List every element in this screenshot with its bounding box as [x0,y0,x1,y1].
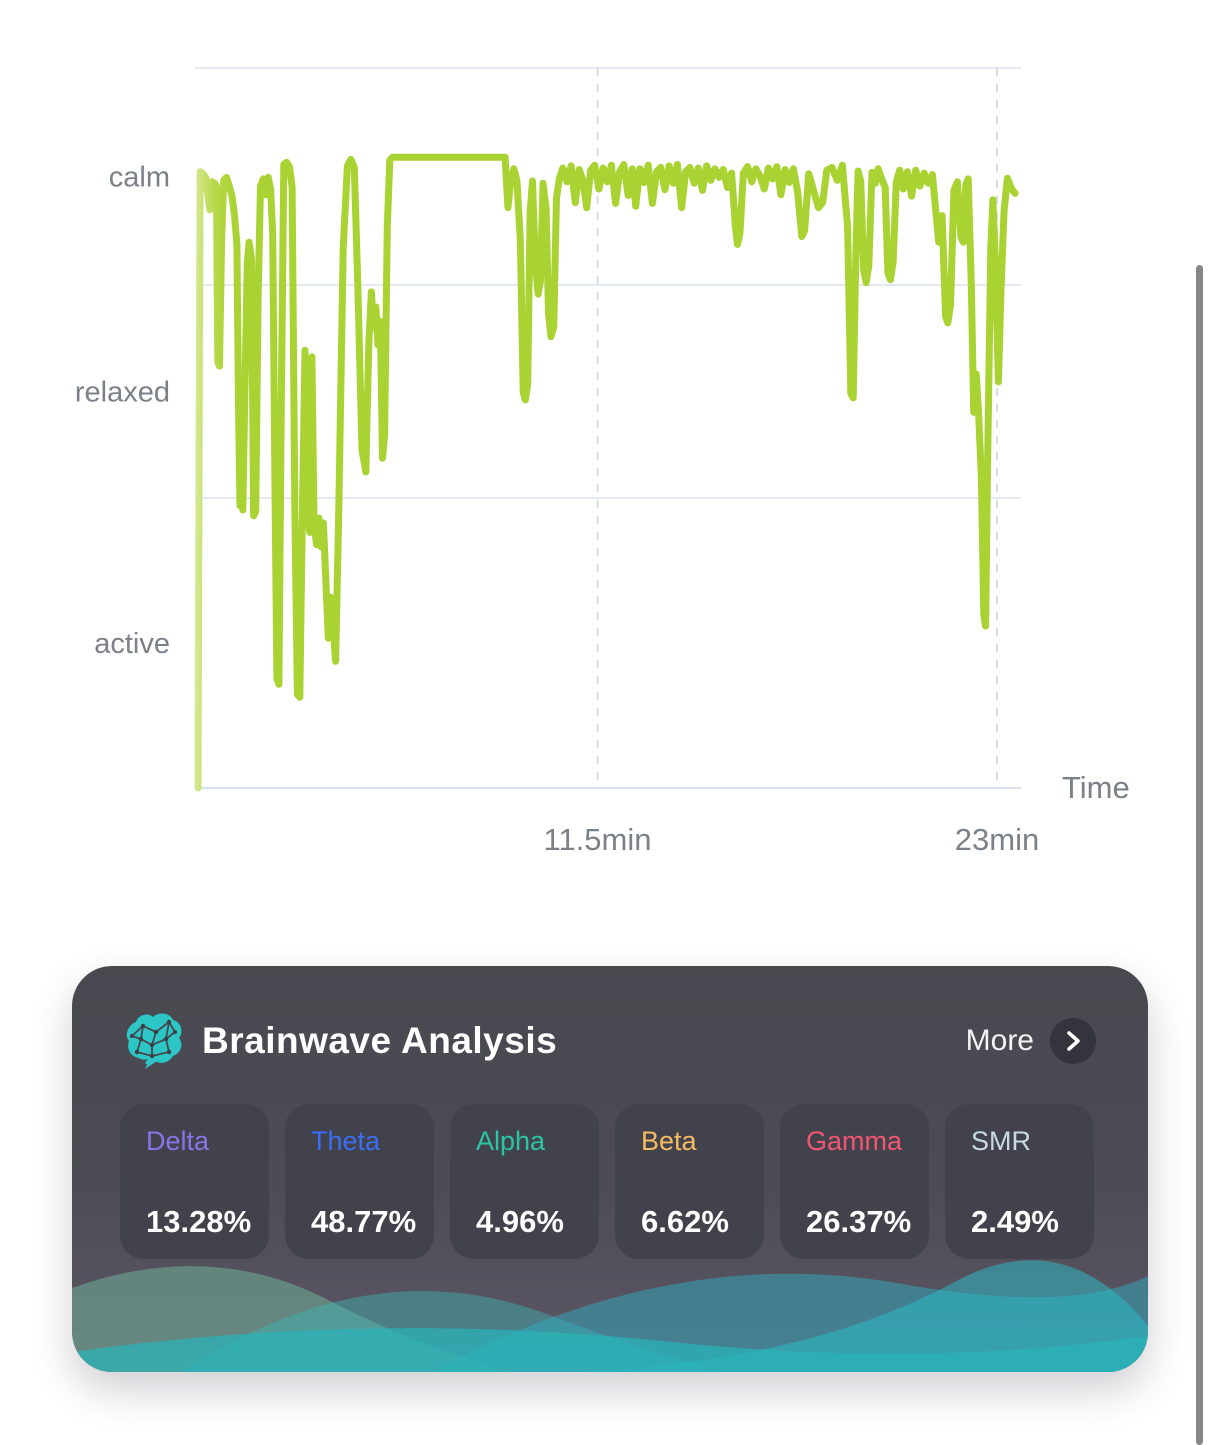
y-axis-label-active: active [94,628,170,660]
metric-tile-beta[interactable]: Beta 6.62% [615,1104,764,1259]
wave-decoration [72,1260,1148,1372]
chevron-right-icon [1050,1018,1096,1064]
metric-value: 4.96% [476,1204,564,1239]
more-label: More [965,1024,1034,1057]
metric-label: SMR [971,1126,1031,1156]
metric-value: 48.77% [311,1204,417,1239]
scrollbar-thumb[interactable] [1196,265,1203,1445]
metric-value: 2.49% [971,1204,1059,1239]
metric-value: 6.62% [641,1204,729,1239]
metric-label: Alpha [476,1126,546,1156]
metric-label: Gamma [806,1126,903,1156]
metric-tile-delta[interactable]: Delta 13.28% [120,1104,269,1259]
metric-tile-smr[interactable]: SMR 2.49% [945,1104,1094,1259]
metric-tiles: Delta 13.28% Theta 48.77% Alpha 4.96% Beta 6.62… [120,1104,1094,1259]
more-button[interactable]: More [966,1018,1096,1064]
mind-state-chart: 11.5min 23min calm relaxed active Time [75,67,1130,857]
card-title: Brainwave Analysis [202,1020,558,1061]
mind-state-line [194,153,1019,792]
metric-tile-alpha[interactable]: Alpha 4.96% [450,1104,599,1259]
y-axis-label-relaxed: relaxed [75,377,170,409]
metric-label: Delta [146,1126,210,1156]
metric-value: 26.37% [806,1204,912,1239]
metric-label: Beta [641,1126,697,1156]
metric-label: Theta [311,1126,381,1156]
y-axis-label-calm: calm [109,162,170,194]
brain-icon [126,1013,182,1069]
x-axis-title: Time [1062,770,1130,805]
chart-canvas: 11.5min 23min calm relaxed active Time [75,67,1130,857]
x-tick-label: 11.5min [544,822,652,857]
brainwave-analysis-card: Brainwave Analysis More Delta 13.28% Theta… [72,966,1148,1372]
metric-value: 13.28% [146,1204,252,1239]
x-tick-label: 23min [955,822,1039,857]
card-header: Brainwave Analysis More [72,966,1148,1070]
metric-tile-theta[interactable]: Theta 48.77% [285,1104,434,1259]
metric-tile-gamma[interactable]: Gamma 26.37% [780,1104,929,1259]
